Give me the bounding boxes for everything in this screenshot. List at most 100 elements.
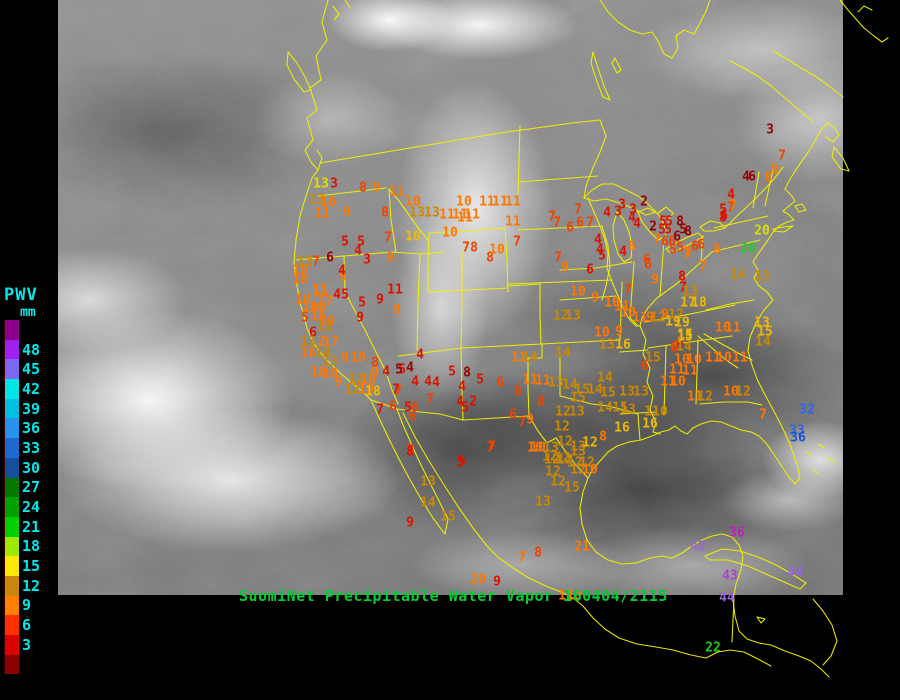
- station-value: 5: [659, 214, 667, 230]
- legend-colorbar: 48 45 42 39 36 33 30 27 24 21 18 15 12 9 6 3: [4, 320, 64, 675]
- station-value: 16: [300, 345, 316, 361]
- station-value: 16: [310, 309, 326, 325]
- station-value: 19: [674, 315, 690, 331]
- station-value: 12: [555, 450, 571, 466]
- station-value: 8: [599, 429, 607, 445]
- station-value: 10: [320, 195, 336, 211]
- legend-color-swatch: [4, 556, 19, 576]
- station-value: 8: [537, 394, 545, 410]
- station-value: 10: [670, 374, 686, 390]
- station-value: 11: [464, 207, 480, 223]
- station-value: 12: [317, 319, 333, 335]
- legend-color-swatch: [4, 654, 19, 675]
- product-caption: SuomiNet Precipitable Water Vapor 160404…: [239, 587, 668, 605]
- legend-step: 27: [4, 477, 64, 498]
- legend-color-swatch: [4, 516, 19, 537]
- legend-step: 9: [4, 595, 64, 616]
- station-value: 3: [363, 252, 371, 268]
- station-value: 4: [354, 243, 362, 259]
- station-value: 8: [676, 214, 684, 230]
- station-value: 9: [615, 324, 623, 340]
- station-value: 10: [319, 314, 335, 330]
- station-value: 8: [406, 444, 414, 460]
- station-value: 8: [514, 384, 522, 400]
- station-value: 5: [448, 364, 456, 380]
- legend-tick-label: 3: [22, 635, 32, 654]
- legend-step: 21: [4, 516, 64, 537]
- station-value: 21: [574, 539, 590, 555]
- station-value: 11: [314, 206, 330, 222]
- legend-color-swatch: [4, 595, 19, 616]
- legend-color-swatch: [4, 477, 19, 498]
- station-value: 33: [789, 423, 805, 439]
- legend-step: [4, 654, 64, 675]
- legend-step: [4, 320, 64, 340]
- legend-tick-label: 42: [22, 379, 41, 398]
- station-value: 4: [411, 374, 419, 390]
- station-value: 10: [723, 384, 739, 400]
- station-value: 10: [652, 404, 668, 420]
- station-value: 4: [333, 287, 341, 303]
- station-value: 9: [526, 412, 534, 428]
- legend-color-swatch: [4, 635, 19, 655]
- station-value: 15: [600, 385, 616, 401]
- station-value: 8: [678, 269, 686, 285]
- station-value: 17: [317, 294, 333, 310]
- station-value: 7: [683, 245, 691, 261]
- station-value: 13: [569, 404, 585, 420]
- station-value: 15: [564, 480, 580, 496]
- station-value: 12: [557, 434, 573, 450]
- station-value: 6: [628, 239, 636, 255]
- station-value: 7: [426, 392, 434, 408]
- station-value: 3: [330, 176, 338, 192]
- legend-tick-label: 24: [22, 498, 41, 517]
- station-value: 8: [486, 250, 494, 266]
- station-value: 6: [668, 234, 676, 250]
- legend-tick-label: 36: [22, 419, 41, 438]
- legend-tick-label: 48: [22, 340, 41, 359]
- station-value: 11: [725, 320, 741, 336]
- station-value: 11: [439, 207, 455, 223]
- station-value: 4: [416, 347, 424, 363]
- station-value: 13: [619, 384, 635, 400]
- station-value: 4: [628, 210, 636, 226]
- station-value: 10: [594, 325, 610, 341]
- station-value: 10: [405, 229, 421, 245]
- station-value: 11: [669, 362, 685, 378]
- station-value: 8: [719, 210, 727, 226]
- legend-color-swatch: [4, 398, 19, 419]
- station-value: 7: [518, 550, 526, 566]
- station-value: 10: [604, 295, 620, 311]
- station-value: 13: [409, 205, 425, 221]
- station-value: 22: [705, 640, 721, 656]
- station-value: 12: [582, 435, 598, 451]
- station-value: 12: [557, 452, 573, 468]
- station-value: 14: [555, 345, 571, 361]
- station-value: 5: [679, 222, 687, 238]
- station-value: 14: [755, 334, 771, 350]
- station-value: 110: [558, 588, 582, 604]
- station-value: 8: [764, 170, 772, 186]
- station-value: 12: [545, 464, 561, 480]
- station-value: 13: [300, 334, 316, 350]
- station-value: 2: [640, 194, 648, 210]
- legend-step: 45: [4, 359, 64, 380]
- station-value: 6: [670, 340, 678, 356]
- station-value: 13: [420, 474, 436, 490]
- station-value: 6: [720, 208, 728, 224]
- station-value: 5: [676, 240, 684, 256]
- legend-tick-label: 27: [22, 478, 41, 497]
- station-value: 6: [641, 358, 649, 374]
- station-value: 11: [522, 372, 538, 388]
- station-value: 8: [341, 350, 349, 366]
- station-value: 10: [530, 440, 546, 456]
- station-value: 12: [555, 404, 571, 420]
- station-value: 12: [650, 310, 666, 326]
- legend-color-swatch: [4, 615, 19, 635]
- station-value: 11: [492, 194, 508, 210]
- legend-color-swatch: [4, 320, 19, 340]
- station-value: 11: [387, 282, 403, 298]
- station-value: 7: [679, 280, 687, 296]
- station-value: 9: [406, 515, 414, 531]
- station-value: 6: [644, 257, 652, 273]
